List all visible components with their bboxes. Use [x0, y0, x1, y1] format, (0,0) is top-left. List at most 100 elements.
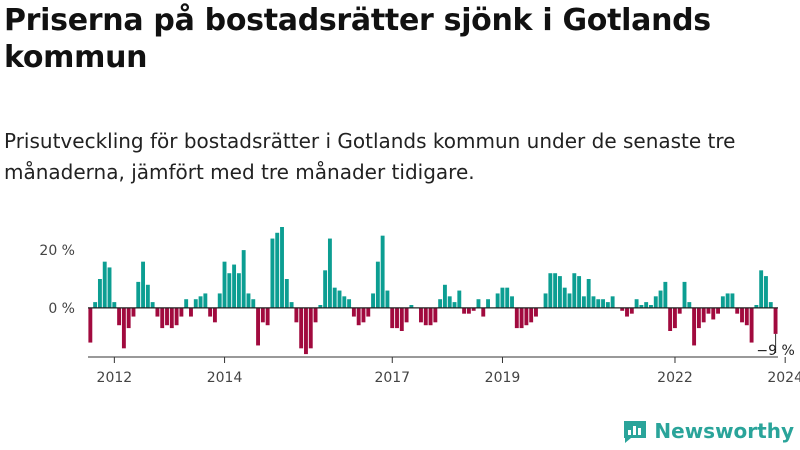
bar-negative [131, 307, 136, 317]
bar-positive [136, 281, 141, 308]
bar-positive [246, 293, 251, 308]
bar-positive [442, 284, 447, 308]
x-tick-label: 2022 [657, 370, 693, 386]
bar-positive [601, 299, 605, 308]
bar-negative [749, 307, 754, 343]
bar-negative [466, 307, 471, 314]
bar-positive [768, 302, 773, 308]
bar-negative [121, 307, 126, 349]
bar-negative [534, 307, 538, 317]
bar-negative [519, 307, 524, 329]
bar-negative [744, 307, 749, 326]
bar-positive [505, 287, 510, 308]
bar-negative [620, 307, 625, 311]
bar-positive [486, 299, 490, 308]
bar-negative [155, 307, 160, 317]
bar-negative [716, 307, 720, 314]
bar-negative [419, 307, 423, 323]
bar-positive [764, 276, 768, 308]
bar-positive [644, 302, 649, 308]
bar-positive [687, 302, 692, 308]
bar-negative [265, 307, 270, 326]
bar-negative [529, 307, 534, 323]
bar-positive [145, 284, 150, 308]
bar-negative [356, 307, 361, 326]
bar-positive [720, 296, 725, 308]
bar-positive [610, 296, 615, 308]
bar-positive [495, 293, 500, 308]
bar-positive [184, 299, 189, 308]
bar-negative [395, 307, 399, 329]
bar-negative [423, 307, 428, 326]
bar-positive [581, 296, 586, 308]
bar-negative [366, 307, 371, 317]
bar-positive [102, 261, 107, 308]
bar-positive [500, 287, 505, 308]
bar-negative [160, 307, 165, 329]
bar-negative [212, 307, 217, 323]
bar-positive [457, 290, 462, 308]
bar-positive [327, 238, 332, 308]
bar-negative [169, 307, 174, 329]
bar-positive [375, 261, 380, 308]
bar-negative [701, 307, 706, 323]
bar-positive [605, 302, 610, 308]
bar-positive [97, 279, 102, 308]
bar-negative [735, 307, 740, 314]
bar-negative [677, 307, 682, 314]
newsworthy-brand: Newsworthy [622, 416, 794, 446]
bar-positive [337, 290, 342, 308]
bar-negative [308, 307, 313, 349]
bar-positive [577, 276, 582, 308]
bar-negative [299, 307, 304, 349]
bar-positive [380, 235, 385, 308]
bar-negative [524, 307, 529, 326]
bar-negative [88, 307, 93, 343]
newsworthy-logo-icon [624, 421, 647, 443]
bar-positive [284, 279, 289, 308]
bar-chart: 20 % 0 % 2012 2014 2017 2019 2022 2024 −9 % [39, 227, 800, 386]
bar-positive [639, 305, 644, 308]
page-title: Priserna på bostadsrätter sjönk i Gotlan… [4, 3, 711, 75]
bar-positive [567, 293, 572, 308]
bar-positive [682, 281, 687, 308]
x-tick-label: 2019 [485, 370, 521, 386]
y-tick-label: 20 % [39, 243, 75, 259]
bar-positive [476, 299, 481, 308]
bar-positive [270, 238, 275, 308]
chart-subtitle: Prisutveckling för bostadsrätter i Gotla… [4, 129, 736, 184]
bar-positive [649, 305, 653, 308]
bar-negative [165, 307, 169, 326]
bar-positive [658, 290, 663, 308]
bar-positive [438, 299, 443, 308]
bar-negative [174, 307, 179, 326]
bar-positive [275, 232, 280, 308]
bar-positive [347, 299, 352, 308]
bar-negative [514, 307, 519, 329]
bar-negative [304, 307, 308, 355]
bar-positive [572, 273, 577, 308]
bar-positive [93, 302, 98, 308]
bar-negative [351, 307, 356, 317]
bar-positive [193, 299, 198, 308]
bar-positive [591, 296, 596, 308]
bar-positive [241, 250, 246, 308]
bar-negative [740, 307, 744, 323]
bar-positive [227, 273, 232, 308]
bar-positive [385, 290, 390, 308]
bar-positive [548, 273, 553, 308]
bar-negative [361, 307, 366, 323]
bar-positive [217, 293, 222, 308]
bar-positive [730, 293, 735, 308]
bar-negative [672, 307, 677, 329]
bar-negative [313, 307, 318, 323]
bar-positive [203, 293, 208, 308]
bar-negative [433, 307, 438, 323]
bar-positive [543, 293, 548, 308]
x-tick-label: 2012 [97, 370, 133, 386]
bar-negative [126, 307, 131, 329]
bar-positive [725, 293, 730, 308]
bar-negative [462, 307, 467, 314]
bar-positive [141, 261, 145, 308]
brand-name: Newsworthy [654, 419, 794, 443]
